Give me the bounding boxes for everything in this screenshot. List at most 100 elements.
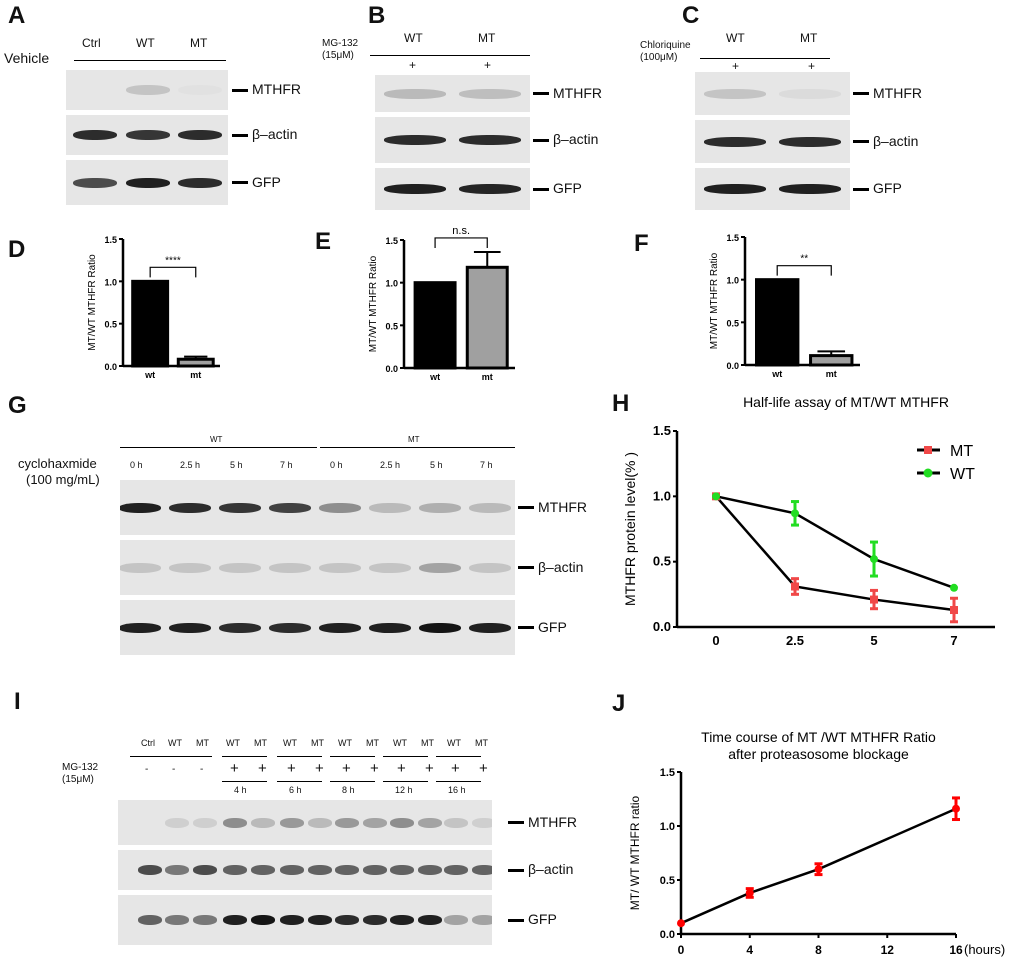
protein-band (472, 915, 492, 925)
y-tick-label: 1.0 (104, 277, 117, 287)
protein-band (419, 622, 461, 633)
blot-b-treatment: MG-132 (322, 38, 359, 49)
treatment-sign: + (425, 760, 434, 777)
y-tick-label: 0.0 (726, 361, 739, 371)
lane-label: MT (421, 738, 434, 748)
protein-band (419, 502, 461, 513)
legend-marker-MT (924, 446, 932, 454)
treatment-sign: + (370, 760, 379, 777)
y-tick-label: 1.5 (660, 767, 675, 779)
protein-band (219, 502, 261, 513)
divider (74, 60, 226, 61)
time-label: 0 h (130, 460, 143, 470)
protein-band (704, 184, 766, 194)
y-tick-label: 1.5 (104, 235, 117, 245)
data-point-MT (870, 595, 878, 604)
protein-band (120, 562, 161, 573)
protein-band (459, 184, 521, 194)
y-tick-label: 0.0 (104, 362, 117, 372)
blot-c-actin-strip (695, 120, 850, 163)
bar-mt (809, 354, 854, 367)
y-tick-label: 1.5 (385, 236, 398, 246)
time-label: 2.5 h (180, 460, 201, 470)
x-axis-label: (hours) (964, 942, 1005, 957)
y-tick-label: 1.0 (385, 279, 398, 289)
band-label: GFP (232, 174, 281, 190)
protein-band (319, 622, 361, 633)
divider (130, 756, 212, 757)
y-tick-label: 0.5 (726, 318, 739, 328)
data-point-WT (950, 583, 958, 592)
blot-i-treatment: MG-132 (62, 762, 99, 773)
x-tick-label: 0 (712, 633, 719, 648)
y-tick-label: 0.0 (653, 619, 671, 634)
blot-g-group: MT (408, 435, 420, 444)
band-label: GFP (508, 911, 557, 927)
legend-marker-WT (923, 468, 933, 478)
x-tick-label: mt (190, 370, 201, 380)
data-point-MT (791, 582, 799, 591)
protein-band (459, 88, 521, 99)
y-tick-label: 0.5 (653, 554, 671, 569)
protein-band (469, 622, 511, 633)
treatment-sign: - (172, 764, 176, 775)
divider (330, 781, 375, 782)
time-label: 4 h (234, 785, 247, 795)
blot-b-lane: WT (404, 31, 423, 45)
x-tick-label: wt (429, 372, 440, 382)
protein-band (308, 865, 332, 875)
protein-band (308, 817, 332, 828)
protein-band (444, 915, 468, 925)
data-point-MT (950, 606, 958, 615)
divider (700, 58, 830, 59)
panel-label-f: F (634, 230, 649, 257)
protein-band (165, 915, 189, 925)
divider (436, 756, 481, 757)
divider (277, 781, 322, 782)
protein-band (73, 130, 117, 140)
series-line-WT (715, 495, 955, 589)
protein-band (469, 562, 511, 573)
lane-label: WT (283, 738, 297, 748)
protein-band (459, 135, 521, 145)
y-tick-label: 0.0 (385, 364, 398, 374)
panel-label-e: E (315, 228, 332, 255)
data-point-WT (870, 555, 878, 564)
protein-band (779, 184, 841, 194)
protein-band (280, 915, 304, 925)
y-tick-label: 0.0 (660, 929, 675, 941)
protein-band (178, 177, 222, 188)
treatment-sign: + (287, 760, 296, 777)
bar-wt (131, 279, 170, 368)
plus-sign: + (808, 59, 816, 73)
plus-sign: + (732, 59, 740, 73)
protein-band (165, 817, 189, 828)
panel-label-g: G (8, 392, 27, 419)
time-label: 5 h (230, 460, 243, 470)
protein-band (335, 817, 359, 828)
blot-c-gfp-strip (695, 168, 850, 210)
band-label: MTHFR (853, 85, 922, 101)
protein-band (223, 817, 247, 828)
x-tick-label: wt (144, 370, 155, 380)
panel-label-i: I (14, 688, 21, 715)
protein-band (138, 915, 162, 925)
x-tick-label: 4 (746, 943, 753, 957)
band-label: β–actin (518, 559, 583, 575)
lane-label: WT (393, 738, 407, 748)
y-axis-label: MT/ WT MTHFR ratio (628, 795, 642, 910)
protein-band (384, 184, 446, 194)
protein-band (419, 562, 461, 573)
chart-title: Time course of MT /WT MTHFR Ratio (701, 729, 936, 745)
protein-band (165, 865, 189, 875)
x-tick-label: 7 (950, 633, 957, 648)
x-tick-label: mt (826, 369, 837, 379)
panel-label-a: A (8, 2, 26, 29)
protein-band (384, 88, 446, 99)
y-tick-label: 0.5 (104, 320, 117, 330)
treatment-sign: + (315, 760, 324, 777)
time-label: 8 h (342, 785, 355, 795)
treatment-sign: + (342, 760, 351, 777)
panel-label-c: C (682, 2, 700, 29)
